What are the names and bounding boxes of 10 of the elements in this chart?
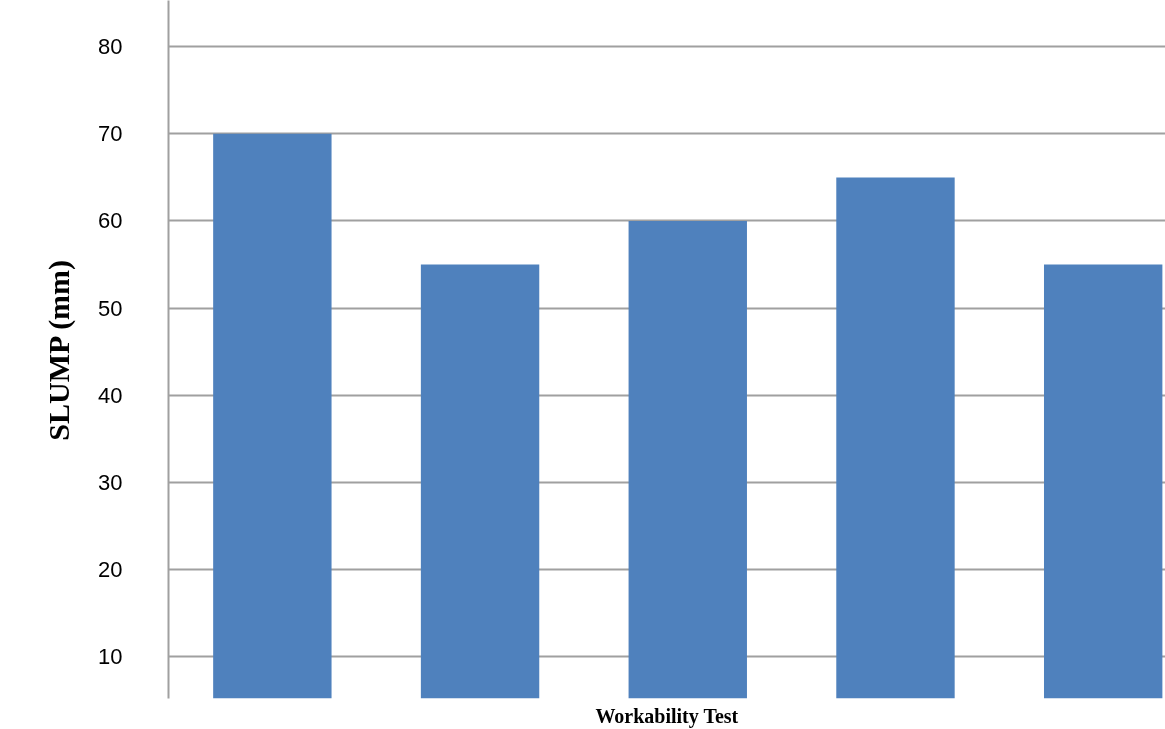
y-tick-label: 10: [98, 644, 123, 670]
y-tick-label: 50: [98, 295, 123, 321]
y-tick-label: 60: [98, 208, 123, 234]
y-tick-label: 40: [98, 382, 123, 408]
x-axis-title: Workability Test: [595, 704, 739, 728]
y-axis-title: SLUMP (mm): [42, 259, 77, 441]
y-tick-label: 20: [98, 557, 123, 583]
y-tick-label: 70: [98, 121, 123, 147]
y-tick-label: 80: [98, 34, 123, 60]
y-tick-label: 30: [98, 469, 123, 495]
